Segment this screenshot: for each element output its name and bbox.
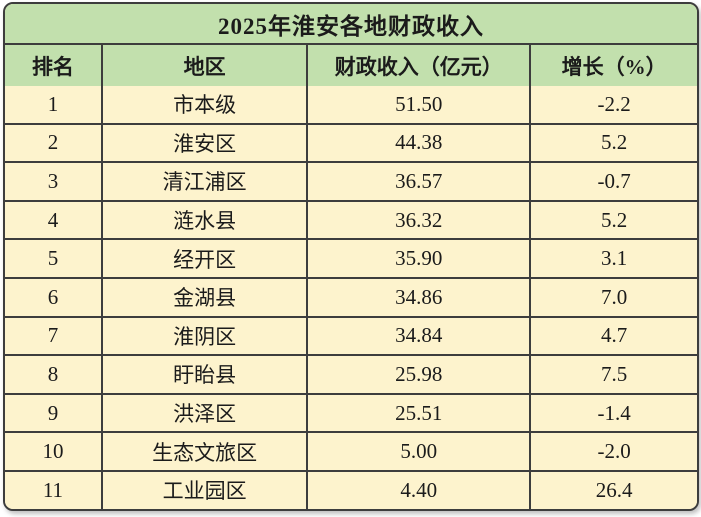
growth-cell: -0.7 <box>529 161 697 202</box>
region-cell: 清江浦区 <box>100 161 309 202</box>
rank-cell: 8 <box>5 354 103 395</box>
growth-cell: 5.2 <box>529 122 697 164</box>
table-row: 3 清江浦区 36.57 -0.7 <box>5 161 697 202</box>
growth-cell: -2.0 <box>529 431 697 472</box>
revenue-cell: 51.50 <box>306 86 532 125</box>
growth-cell: 7.5 <box>529 354 697 395</box>
rank-cell: 4 <box>5 199 103 241</box>
rank-cell: 11 <box>5 469 103 509</box>
region-cell: 盱眙县 <box>100 354 309 395</box>
table-title: 2025年淮安各地财政收入 <box>5 4 697 45</box>
region-cell: 工业园区 <box>100 469 309 509</box>
table-row: 8 盱眙县 25.98 7.5 <box>5 354 697 395</box>
growth-cell: 7.0 <box>529 276 697 318</box>
table-row: 9 洪泽区 25.51 -1.4 <box>5 392 697 434</box>
table-row: 2 淮安区 44.38 5.2 <box>5 122 697 164</box>
table-row: 7 淮阴区 34.84 4.7 <box>5 315 697 357</box>
region-cell: 金湖县 <box>100 276 309 318</box>
rank-cell: 10 <box>5 431 103 472</box>
revenue-cell: 5.00 <box>306 431 532 472</box>
table-header-row: 排名 地区 财政收入（亿元） 增长（%） <box>5 43 697 86</box>
table-row: 6 金湖县 34.86 7.0 <box>5 276 697 318</box>
rank-cell: 6 <box>5 276 103 318</box>
region-cell: 经开区 <box>100 238 309 279</box>
table-row: 10 生态文旅区 5.00 -2.0 <box>5 431 697 472</box>
revenue-cell: 25.51 <box>306 392 532 434</box>
revenue-cell: 36.32 <box>306 199 532 241</box>
growth-cell: -1.4 <box>529 392 697 434</box>
column-header-growth: 增长（%） <box>529 43 697 86</box>
revenue-cell: 34.86 <box>306 276 532 318</box>
region-cell: 生态文旅区 <box>100 431 309 472</box>
growth-cell: -2.2 <box>529 86 697 125</box>
table-row: 4 涟水县 36.32 5.2 <box>5 199 697 241</box>
rank-cell: 5 <box>5 238 103 279</box>
column-header-revenue: 财政收入（亿元） <box>306 43 532 86</box>
revenue-cell: 36.57 <box>306 161 532 202</box>
region-cell: 淮安区 <box>100 122 309 164</box>
region-cell: 涟水县 <box>100 199 309 241</box>
growth-cell: 4.7 <box>529 315 697 357</box>
table-row: 5 经开区 35.90 3.1 <box>5 238 697 279</box>
column-header-region: 地区 <box>100 43 309 86</box>
column-header-rank: 排名 <box>5 43 103 86</box>
region-cell: 洪泽区 <box>100 392 309 434</box>
revenue-cell: 35.90 <box>306 238 532 279</box>
rank-cell: 3 <box>5 161 103 202</box>
fiscal-revenue-table: 2025年淮安各地财政收入 排名 地区 财政收入（亿元） 增长（%） 1 市本级 5… <box>5 4 697 509</box>
rank-cell: 1 <box>5 86 103 125</box>
growth-cell: 26.4 <box>529 469 697 509</box>
revenue-cell: 34.84 <box>306 315 532 357</box>
rank-cell: 9 <box>5 392 103 434</box>
region-cell: 市本级 <box>100 86 309 125</box>
table-body: 1 市本级 51.50 -2.2 2 淮安区 44.38 5.2 3 清江浦区 36.57 -0.7 4… <box>5 86 697 509</box>
revenue-cell: 25.98 <box>306 354 532 395</box>
table-row: 1 市本级 51.50 -2.2 <box>5 86 697 125</box>
table-row: 11 工业园区 4.40 26.4 <box>5 469 697 509</box>
growth-cell: 5.2 <box>529 199 697 241</box>
rank-cell: 2 <box>5 122 103 164</box>
fiscal-revenue-table-frame: 2025年淮安各地财政收入 排名 地区 财政收入（亿元） 增长（%） 1 市本级 5… <box>3 2 699 511</box>
growth-cell: 3.1 <box>529 238 697 279</box>
revenue-cell: 44.38 <box>306 122 532 164</box>
rank-cell: 7 <box>5 315 103 357</box>
region-cell: 淮阴区 <box>100 315 309 357</box>
revenue-cell: 4.40 <box>306 469 532 509</box>
table-title-row: 2025年淮安各地财政收入 <box>5 4 697 45</box>
